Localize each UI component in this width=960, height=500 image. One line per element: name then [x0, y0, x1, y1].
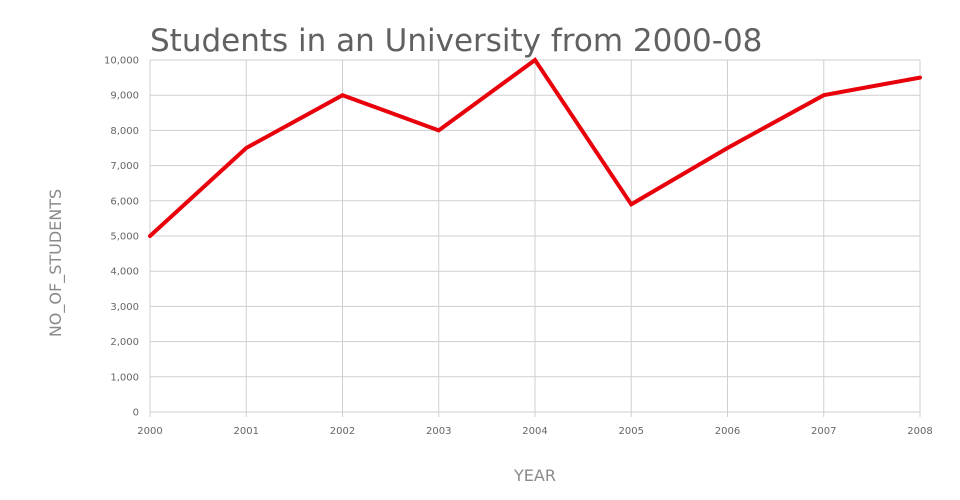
- y-axis-ticks: 0 1,000 2,000 3,000 4,000 5,000 6,000 7,000 8,00…: [104, 56, 139, 419]
- y-tick-label: 7,000: [110, 161, 139, 172]
- y-tick-label: 2,000: [110, 337, 139, 348]
- x-axis-label: YEAR: [513, 466, 556, 485]
- x-tick-label: 2002: [330, 426, 355, 437]
- y-tick-label: 9,000: [110, 91, 139, 102]
- x-tick-label: 2003: [426, 426, 451, 437]
- gridlines: [149, 59, 921, 417]
- y-tick-label: 4,000: [110, 267, 139, 278]
- y-axis-label: NO_OF_STUDENTS: [46, 189, 66, 337]
- y-tick-label: 1,000: [110, 372, 139, 383]
- x-tick-label: 2000: [137, 426, 162, 437]
- series-layer: [148, 57, 922, 238]
- y-tick-label: 6,000: [110, 196, 139, 207]
- y-tick-label: 5,000: [110, 232, 139, 243]
- y-tick-label: 8,000: [110, 126, 139, 137]
- y-tick-label: 10,000: [104, 56, 139, 67]
- x-axis-ticks: 2000 2001 2002 2003 2004 2005 2006 2007 2008: [137, 426, 932, 437]
- x-tick-label: 2006: [715, 426, 740, 437]
- x-tick-label: 2007: [811, 426, 836, 437]
- chart-title: Students in an University from 2000-08: [150, 23, 762, 59]
- x-tick-label: 2008: [907, 426, 932, 437]
- x-tick-label: 2005: [619, 426, 644, 437]
- y-tick-label: 3,000: [110, 302, 139, 313]
- x-tick-label: 2001: [234, 426, 259, 437]
- x-tick-label: 2004: [522, 426, 547, 437]
- y-tick-label: 0: [133, 408, 139, 419]
